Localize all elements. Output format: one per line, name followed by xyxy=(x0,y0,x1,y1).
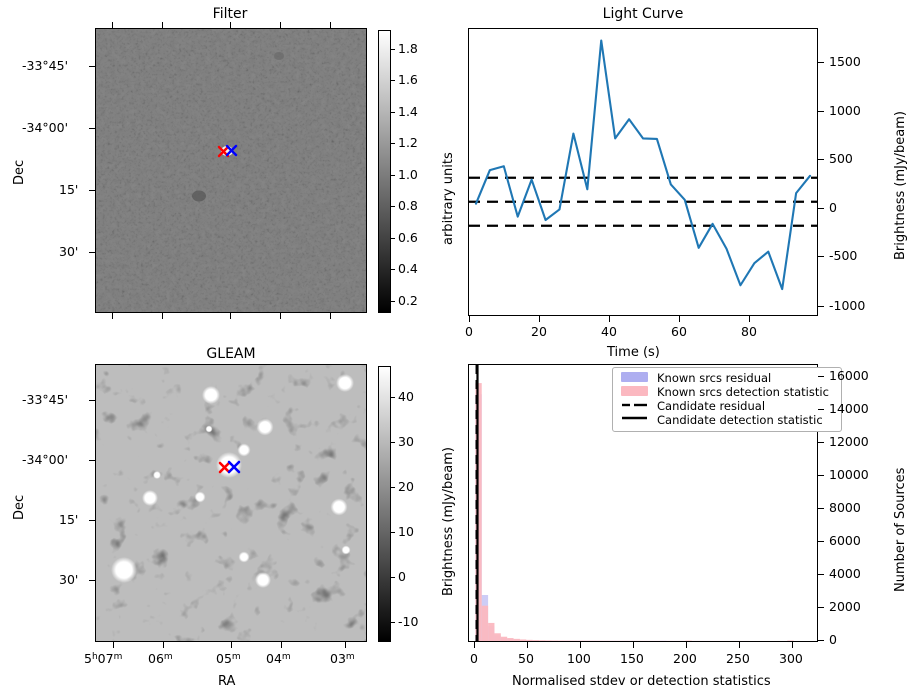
filter-cbar-tick-8: 1.8 xyxy=(398,41,418,56)
gleam-dec-tick-2: 15' xyxy=(59,512,79,527)
hist-ytick-5: 10000 xyxy=(829,467,869,482)
filter-cbar-tick-5: 1.2 xyxy=(398,135,418,150)
gleam-colorbar xyxy=(378,366,391,642)
hist-ytick-2: 4000 xyxy=(829,566,861,581)
gleam-cbar-tick-1: 0 xyxy=(398,569,406,584)
filter-cbar-tick-6: 1.4 xyxy=(398,104,418,119)
gleam-image-axes xyxy=(95,364,367,642)
lc-xtick-3: 60 xyxy=(671,324,687,339)
hist-ytick-8: 16000 xyxy=(829,368,869,383)
hist-ytick-7: 14000 xyxy=(829,401,869,416)
lc-ytick-1000neg: -1000 xyxy=(829,298,866,313)
lc-ytick-1500: 1500 xyxy=(829,54,861,69)
gleam-ra-tick-4: 03m xyxy=(330,651,355,666)
source-marker-group-filter xyxy=(217,144,238,158)
hist-ytick-6: 12000 xyxy=(829,434,869,449)
lc-xtick-1: 20 xyxy=(531,324,547,339)
gleam-xlabel: RA xyxy=(218,674,236,689)
lc-xtick-2: 40 xyxy=(601,324,617,339)
filter-colorbar-label: arbitrary units xyxy=(441,152,456,245)
gleam-point-sources xyxy=(111,374,354,588)
gleam-dec-tick-0: -33°45' xyxy=(22,392,69,407)
lc-ytick-500neg: -500 xyxy=(829,248,858,263)
gleam-cbar-tick-0: -10 xyxy=(398,614,419,629)
gleam-panel-title: GLEAM xyxy=(206,346,256,362)
gleam-colorbar-label: Brightness (mJy/beam) xyxy=(441,447,456,596)
gleam-ra-tick-0: 5h07m xyxy=(84,651,123,666)
hist-xtick-4: 200 xyxy=(673,651,697,666)
gleam-cbar-tick-4: 30 xyxy=(398,434,414,449)
gleam-radio-image xyxy=(96,365,366,641)
gleam-cbar-tick-3: 20 xyxy=(398,479,414,494)
filter-noise-image xyxy=(96,29,366,312)
filter-cbar-tick-2: 0.6 xyxy=(398,230,418,245)
gleam-ra-tick-2: 05m xyxy=(216,651,241,666)
filter-dec-tick-1: -34°00' xyxy=(22,120,69,135)
filter-cbar-tick-3: 0.8 xyxy=(398,198,418,213)
gleam-ylabel: Dec xyxy=(12,494,27,520)
lc-ytick-1000: 1000 xyxy=(829,103,861,118)
lc-xtick-4: 80 xyxy=(741,324,757,339)
lc-ytick-0: 0 xyxy=(829,200,837,215)
histogram-ylabel: Number of Sources xyxy=(893,467,908,592)
legend-swatch-known-detection xyxy=(621,386,648,396)
filter-colorbar xyxy=(378,30,391,313)
legend-label-0: Known srcs residual xyxy=(657,371,772,385)
hist-xtick-0: 0 xyxy=(470,651,478,666)
legend-label-3: Candidate detection statistic xyxy=(657,413,823,427)
light-curve-axes xyxy=(468,28,818,316)
hist-ytick-4: 8000 xyxy=(829,500,861,515)
histogram-plot xyxy=(475,365,801,641)
gleam-dec-tick-1: -34°00' xyxy=(22,452,69,467)
light-curve-xlabel: Time (s) xyxy=(607,345,660,360)
hist-ytick-1: 2000 xyxy=(829,599,861,614)
lc-xtick-0: 0 xyxy=(465,324,473,339)
hist-ytick-3: 6000 xyxy=(829,533,861,548)
filter-panel-title: Filter xyxy=(212,6,248,22)
filter-cbar-tick-4: 1.0 xyxy=(398,167,418,182)
filter-cbar-tick-0: 0.2 xyxy=(398,293,418,308)
hist-xtick-2: 100 xyxy=(567,651,591,666)
legend-label-2: Candidate residual xyxy=(657,399,766,413)
source-marker-group-gleam xyxy=(218,460,241,474)
gleam-dec-tick-3: 30' xyxy=(59,572,79,587)
hist-xtick-6: 300 xyxy=(779,651,803,666)
hist-xtick-3: 150 xyxy=(620,651,644,666)
filter-dec-tick-2: 15' xyxy=(59,182,79,197)
gleam-cbar-tick-5: 40 xyxy=(398,389,414,404)
legend-swatch-known-residual xyxy=(621,372,648,382)
lc-ytick-500: 500 xyxy=(829,151,853,166)
hist-ytick-0: 0 xyxy=(829,632,837,647)
filter-dec-tick-0: -33°45' xyxy=(22,58,69,73)
gleam-ra-tick-3: 04m xyxy=(266,651,291,666)
filter-ylabel: Dec xyxy=(12,159,27,185)
filter-image-axes xyxy=(95,28,367,313)
light-curve-plot xyxy=(469,39,817,291)
filter-cbar-tick-7: 1.6 xyxy=(398,72,418,87)
filter-dec-tick-3: 30' xyxy=(59,244,79,259)
gleam-ra-tick-1: 06m xyxy=(148,651,173,666)
gleam-cbar-tick-2: 10 xyxy=(398,524,414,539)
legend-label-1: Known srcs detection statistic xyxy=(657,385,829,399)
hist-xtick-1: 50 xyxy=(518,651,534,666)
light-curve-title: Light Curve xyxy=(602,6,684,22)
filter-cbar-tick-1: 0.4 xyxy=(398,261,418,276)
histogram-legend: Known srcs residual Known srcs detection… xyxy=(612,367,842,432)
histogram-xlabel: Normalised stdev or detection statistics xyxy=(512,674,771,689)
light-curve-ylabel: Brightness (mJy/beam) xyxy=(893,111,908,260)
hist-xtick-5: 250 xyxy=(726,651,750,666)
